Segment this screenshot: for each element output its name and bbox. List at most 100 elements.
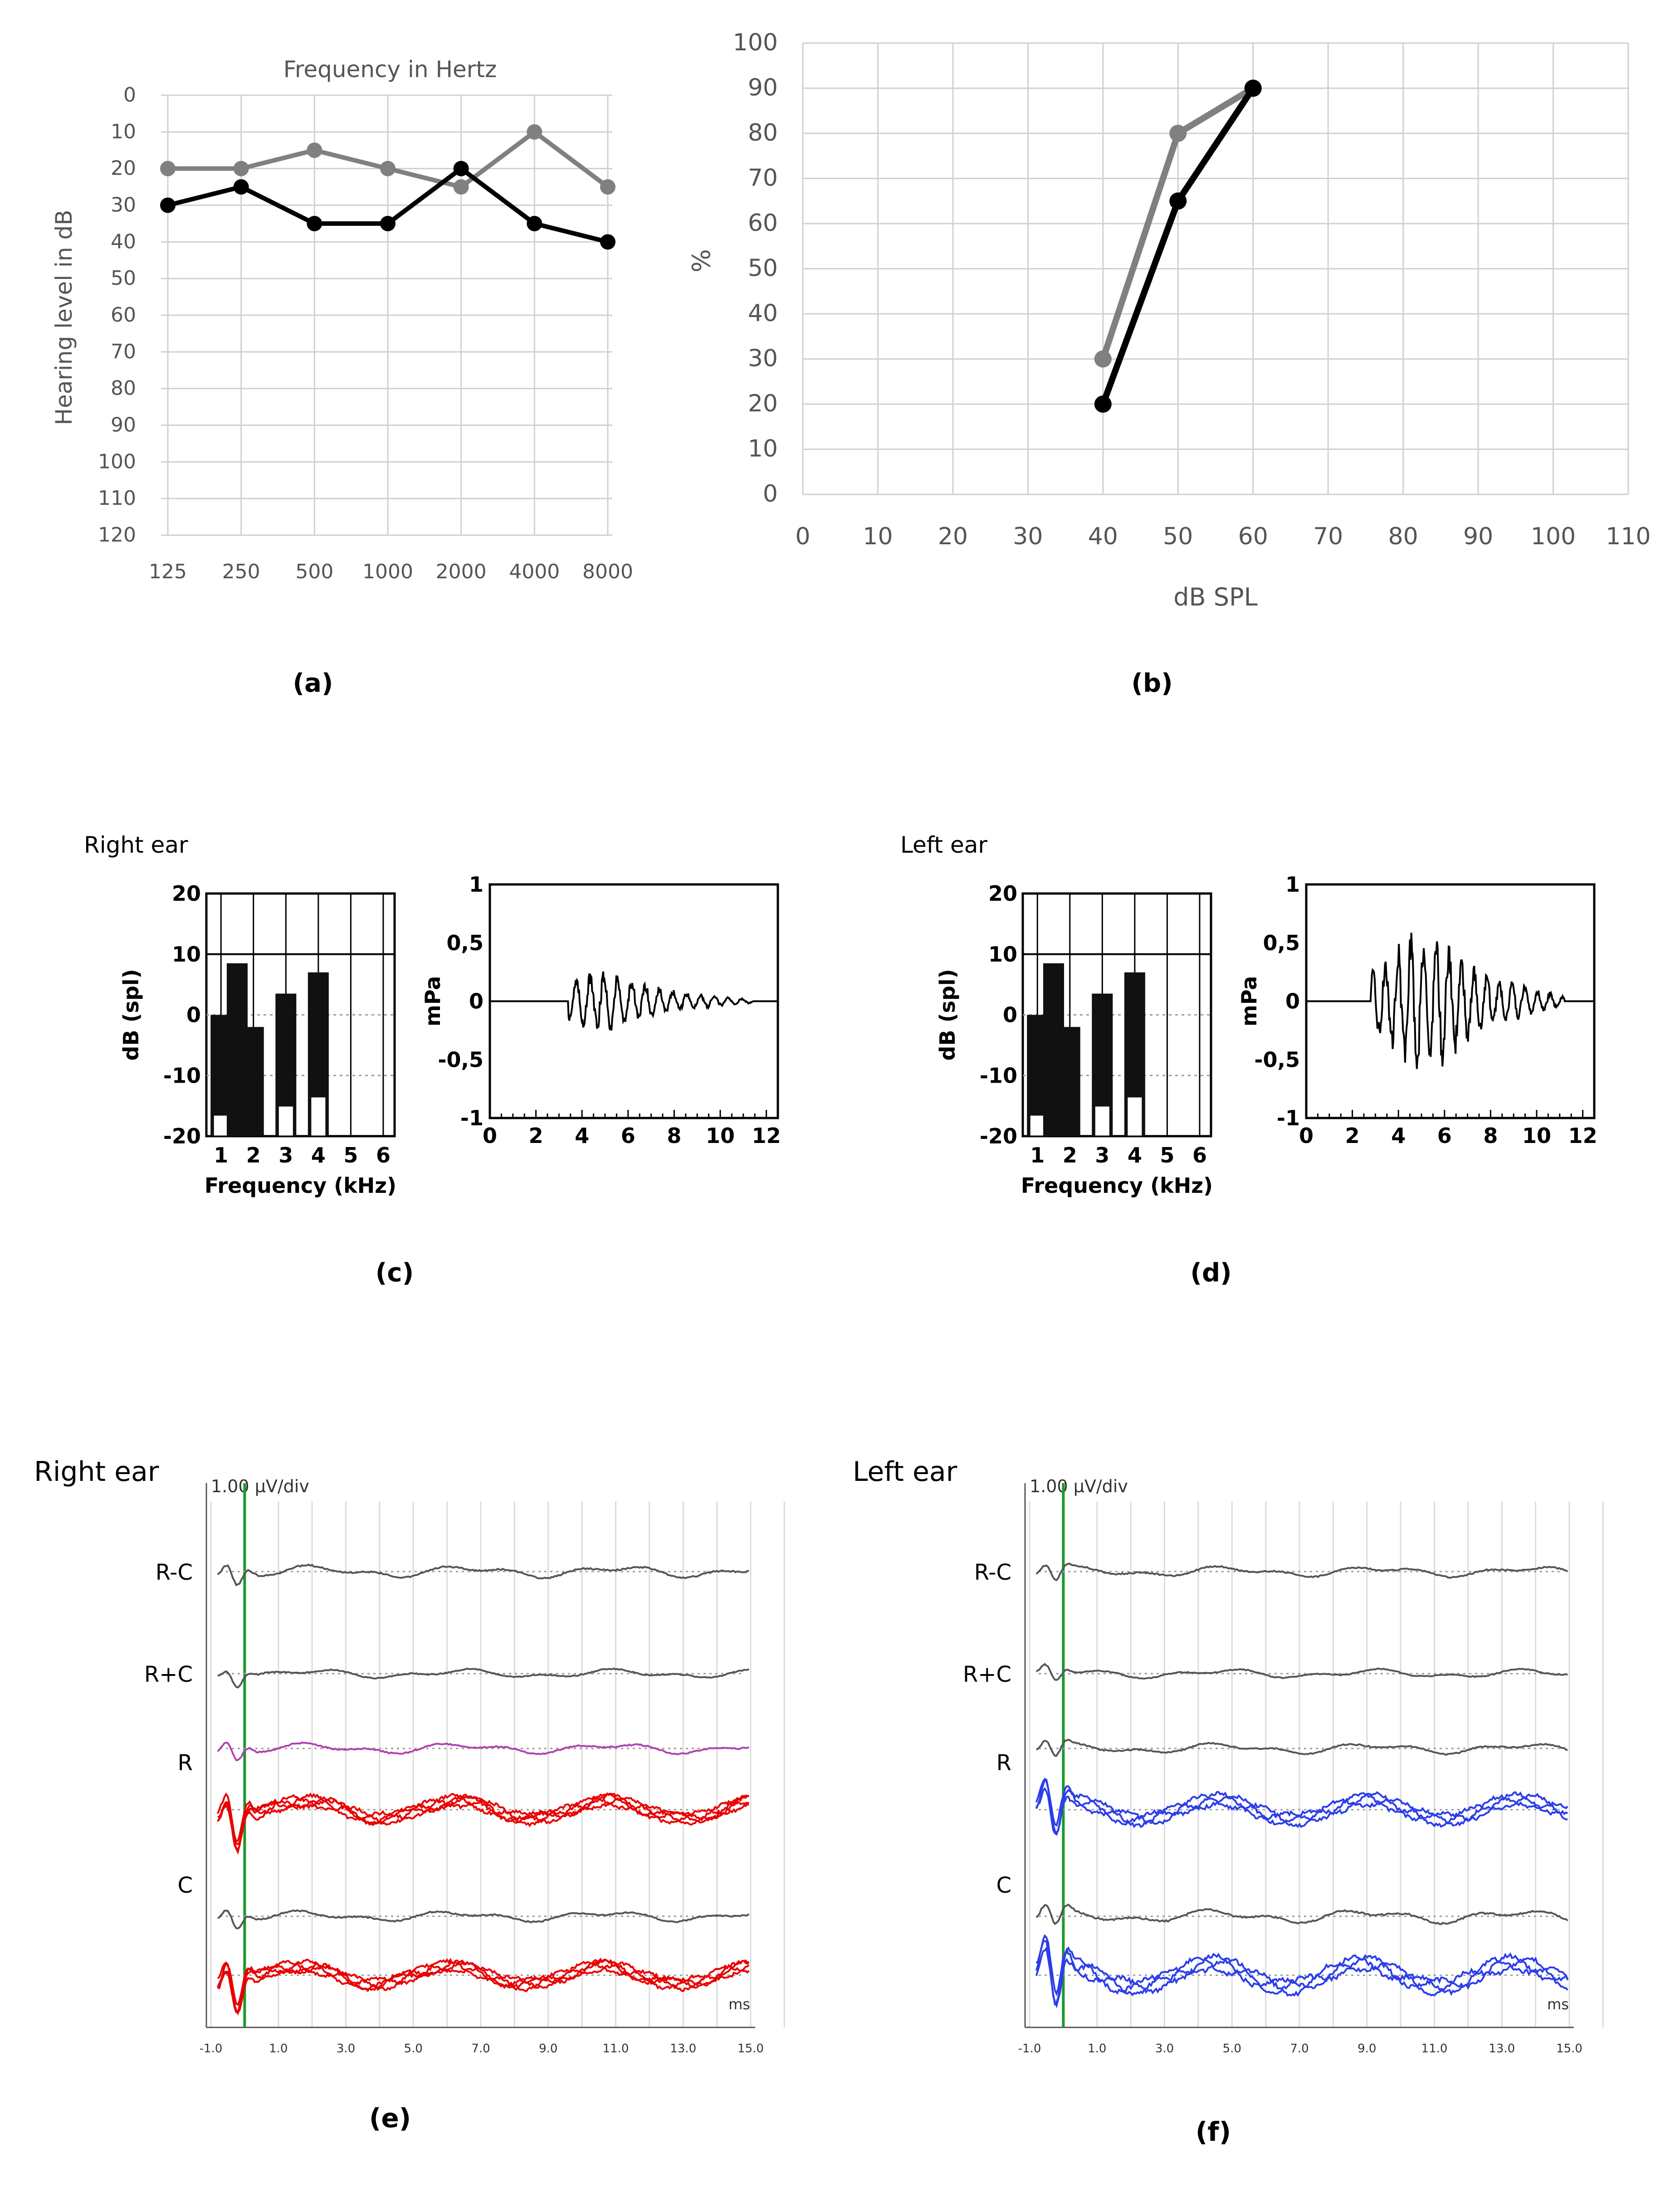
response-trace: [1035, 1777, 1568, 1835]
x-tick-label: 2: [529, 1123, 543, 1148]
waveform-line: [1306, 933, 1594, 1069]
y-tick-label: 0: [123, 83, 136, 107]
x-tick-label: 3: [1095, 1143, 1109, 1167]
x-axis-label: dB SPL: [1173, 583, 1257, 611]
x-tick-label: 9.0: [1358, 2042, 1376, 2056]
x-tick-label: 250: [222, 560, 260, 583]
x-tick-label: 8: [667, 1123, 681, 1148]
y-axis-label: Hearing level in dB: [51, 210, 77, 425]
y-tick-label: 0,5: [447, 931, 484, 955]
x-tick-label: 10: [863, 523, 893, 550]
y-tick-label: 0: [1003, 1003, 1017, 1027]
x-tick-label: 1: [214, 1143, 228, 1167]
response-trace: [217, 1792, 749, 1855]
y-tick-label: 60: [748, 210, 778, 237]
data-point: [1244, 79, 1262, 97]
x-tick-label: 1000: [362, 560, 413, 583]
y-tick-label: 110: [98, 487, 136, 510]
response-trace: [217, 1792, 749, 1843]
y-tick-label: 40: [748, 300, 778, 327]
y-axis-label: mPa: [420, 976, 445, 1026]
y-tick-label: 10: [111, 120, 136, 143]
noise-bar: [1029, 1114, 1046, 1137]
x-tick-label: 50: [1163, 523, 1193, 550]
data-point: [1094, 350, 1112, 368]
y-tick-label: 10: [748, 435, 778, 463]
x-tick-label: 8: [1483, 1123, 1498, 1148]
panel-a: 0 10 20 30 40 50 60 70 80 90 100 110 120 125 250 500 100…: [51, 56, 633, 698]
x-tick-label: 4: [1391, 1123, 1406, 1148]
response-trace: [217, 1958, 749, 2014]
response-bar: [243, 1027, 264, 1136]
data-point: [1169, 125, 1187, 142]
y-tick-label: 0: [186, 1003, 201, 1027]
y-tick-label: 120: [98, 523, 136, 547]
x-tick-label: 3: [278, 1143, 293, 1167]
data-point: [1094, 396, 1112, 413]
x-tick-label: 7.0: [471, 2042, 490, 2056]
x-tick-label: 4000: [509, 560, 560, 583]
response-trace: [1035, 1903, 1568, 1925]
response-trace: [217, 1741, 750, 1762]
data-point: [600, 234, 615, 250]
noise-bar: [1094, 1105, 1111, 1137]
x-tick-label: 8000: [582, 560, 633, 583]
x-tick-label: 13.0: [670, 2042, 696, 2056]
x-tick-label: 6: [1192, 1143, 1207, 1167]
x-tick-label: 1.0: [269, 2042, 288, 2056]
panel-caption: (d): [1190, 1258, 1231, 1288]
x-tick-label: 4: [575, 1123, 589, 1148]
response-trace: [217, 1667, 750, 1689]
y-tick-label: 80: [111, 377, 136, 400]
panel-b: 0 10 20 30 40 50 60 70 80 90 100 0 10 20 30 40 50 60 70 80 9…: [687, 29, 1651, 698]
x-tick-label: 10: [1522, 1123, 1551, 1148]
x-tick-label: 12: [1568, 1123, 1597, 1148]
scale-label: 1.00 µV/div: [1030, 1476, 1128, 1496]
noise-bar: [1126, 1096, 1143, 1137]
x-tick-label: -1.0: [200, 2042, 223, 2056]
response-trace: [217, 1958, 750, 2006]
panel-caption: (f): [1196, 2116, 1231, 2147]
x-tick-label: 90: [1463, 523, 1493, 550]
chart-title: Frequency in Hertz: [283, 56, 497, 83]
response-trace: [1035, 1946, 1569, 2006]
y-tick-label: 100: [98, 450, 136, 473]
data-point: [1169, 192, 1187, 210]
y-tick-label: 90: [748, 74, 778, 102]
y-tick-label: 10: [172, 942, 201, 967]
x-tick-label: 3.0: [1155, 2042, 1174, 2056]
waveform-line: [490, 971, 777, 1031]
x-tick-label: 10: [706, 1123, 735, 1148]
y-tick-label: -1: [460, 1106, 483, 1130]
y-tick-label: 0,5: [1263, 931, 1300, 955]
y-axis-label: mPa: [1237, 976, 1261, 1026]
x-tick-label: 20: [938, 523, 968, 550]
row-label: R-C: [974, 1560, 1011, 1585]
y-tick-label: 20: [988, 881, 1017, 906]
x-tick-label: 30: [1013, 523, 1043, 550]
y-tick-label: 1: [1285, 872, 1300, 897]
x-tick-label: 6: [376, 1143, 391, 1167]
x-tick-label: 12: [752, 1123, 781, 1148]
x-tick-label: 6: [621, 1123, 635, 1148]
data-point: [453, 161, 469, 176]
x-tick-label: 125: [149, 560, 187, 583]
x-tick-label: 0: [483, 1123, 497, 1148]
response-trace: [1035, 1940, 1569, 2009]
response-trace: [1035, 1738, 1568, 1757]
x-tick-label: 15.0: [1556, 2042, 1582, 2056]
y-tick-label: 0: [1285, 989, 1300, 1014]
response-trace: [1035, 1663, 1568, 1681]
response-trace: [217, 1960, 750, 2013]
x-tick-label: 2000: [436, 560, 487, 583]
y-tick-label: 30: [748, 345, 778, 372]
y-tick-label: 20: [748, 390, 778, 417]
x-tick-label: 15.0: [737, 2042, 764, 2056]
x-tick-label: 4: [1128, 1143, 1142, 1167]
response-trace: [217, 1563, 749, 1587]
ear-label: Left ear: [853, 1456, 957, 1488]
x-tick-label: 0: [795, 523, 810, 550]
y-tick-label: 70: [111, 340, 136, 363]
